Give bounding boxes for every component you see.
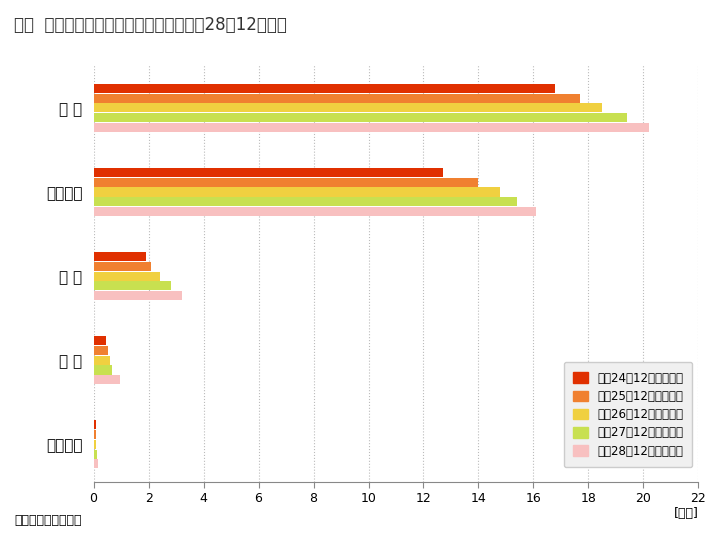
Bar <box>94 123 649 132</box>
Bar <box>94 113 627 122</box>
Bar <box>94 291 181 300</box>
Bar <box>94 252 146 261</box>
Bar <box>94 178 479 187</box>
Bar <box>94 356 110 365</box>
Bar <box>94 375 120 384</box>
Bar <box>94 272 160 281</box>
Bar <box>94 346 108 355</box>
Bar <box>94 187 500 196</box>
Bar <box>94 207 536 216</box>
Text: （最高裁資料より）: （最高裁資料より） <box>14 514 82 527</box>
Bar <box>94 103 602 112</box>
Bar <box>94 336 106 345</box>
Bar <box>94 460 98 469</box>
Bar <box>94 449 96 458</box>
Bar <box>94 430 96 439</box>
Bar <box>94 84 555 93</box>
Bar <box>94 365 112 374</box>
Text: 表２  成年後見制度利用者数の推移（平成28年12月末）: 表２ 成年後見制度利用者数の推移（平成28年12月末） <box>14 16 287 34</box>
Bar <box>94 168 443 177</box>
Legend: 平成24年12月末日時点, 平成25年12月末日時点, 平成26年12月末日時点, 平成27年12月末日時点, 平成28年12月末日時点: 平成24年12月末日時点, 平成25年12月末日時点, 平成26年12月末日時点… <box>564 362 693 467</box>
Bar <box>94 281 171 291</box>
Bar <box>94 440 96 449</box>
Bar <box>94 262 151 271</box>
Bar <box>94 420 96 429</box>
Bar <box>94 197 517 207</box>
Text: [万人]: [万人] <box>673 507 698 519</box>
Bar <box>94 94 580 103</box>
